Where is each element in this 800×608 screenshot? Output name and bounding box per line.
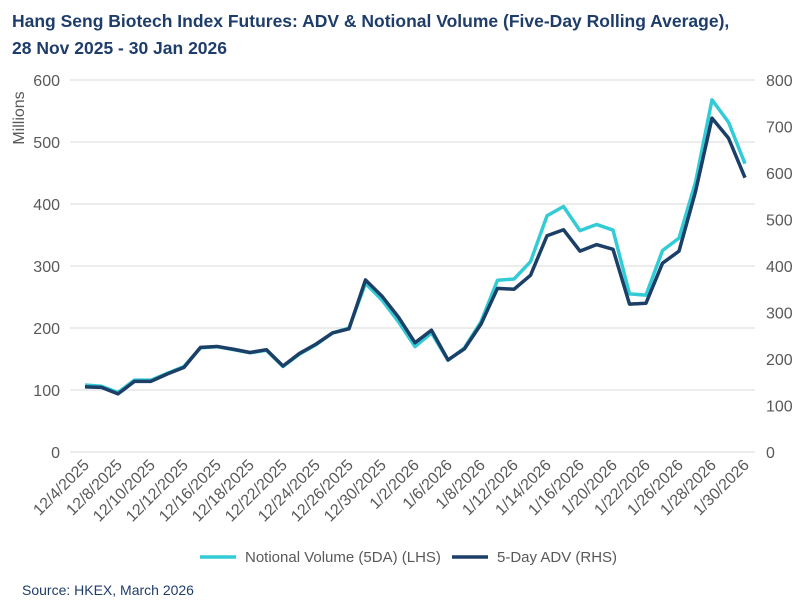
legend-label: Notional Volume (5DA) (LHS) (245, 549, 441, 566)
y-tick-label-right: 500 (766, 213, 793, 230)
y-tick-label-left: 500 (33, 135, 60, 152)
y-tick-label-left: 600 (33, 73, 60, 90)
legend-label: 5-Day ADV (RHS) (497, 549, 617, 566)
title-line-2: 28 Nov 2025 - 30 Jan 2026 (12, 38, 228, 58)
y-tick-label-left: 100 (33, 383, 60, 400)
y-tick-label-right: 300 (766, 306, 793, 323)
series-line-adv (84, 116, 747, 396)
y-tick-label-left: 300 (33, 259, 60, 276)
y-tick-label-right: 400 (766, 259, 793, 276)
y-tick-label-right: 600 (766, 166, 793, 183)
y-axis-title: Millions (11, 91, 28, 144)
y-tick-label-right: 700 (766, 120, 793, 137)
y-tick-label-left: 200 (33, 321, 60, 338)
y-tick-label-left: 0 (51, 445, 60, 462)
chart-title: Hang Seng Biotech Index Futures: ADV & N… (12, 8, 800, 62)
y-tick-label-right: 100 (766, 399, 793, 416)
y-tick-label-left: 400 (33, 197, 60, 214)
source-note: Source: HKEX, March 2026 (22, 582, 194, 598)
title-line-1: Hang Seng Biotech Index Futures: ADV & N… (12, 11, 730, 31)
y-tick-label-right: 800 (766, 73, 793, 90)
y-tick-label-right: 0 (766, 445, 775, 462)
y-tick-label-right: 200 (766, 352, 793, 369)
series-line-notional (84, 98, 747, 395)
